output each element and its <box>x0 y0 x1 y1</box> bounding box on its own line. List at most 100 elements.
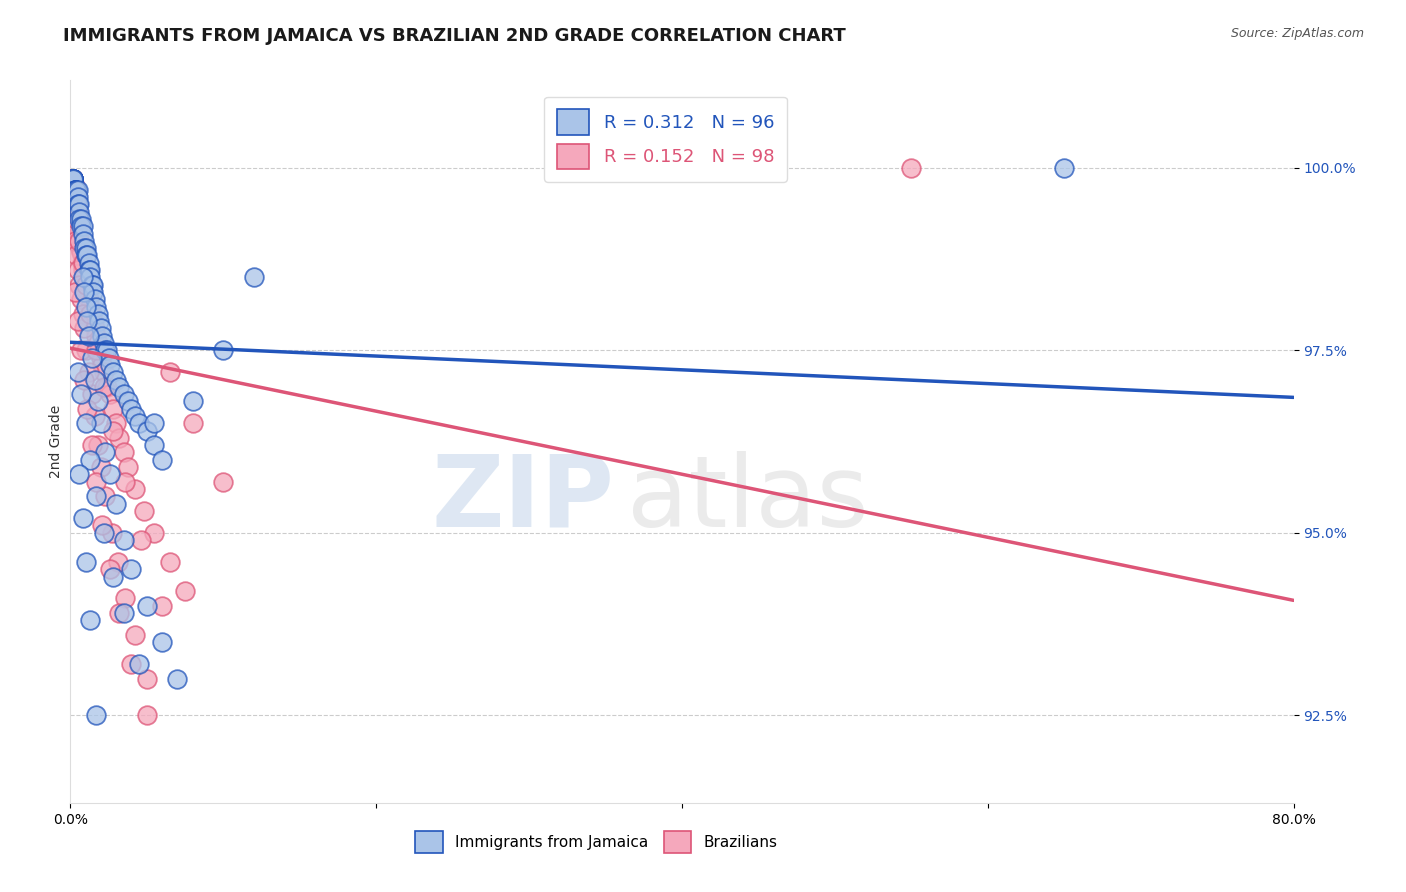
Point <box>124 409 146 423</box>
Point <box>65 204 87 219</box>
Point <box>76 248 98 262</box>
Point <box>105 497 128 511</box>
Point <box>83 372 105 386</box>
Point <box>66 219 89 234</box>
Point <box>73 321 96 335</box>
Point <box>76 285 98 299</box>
Point <box>63 183 86 197</box>
Point <box>79 263 101 277</box>
Point <box>65 248 87 262</box>
Point <box>101 569 124 583</box>
Point <box>72 307 94 321</box>
Point <box>63 179 86 194</box>
Point <box>73 372 96 386</box>
Point <box>108 380 131 394</box>
Point <box>62 171 84 186</box>
Point <box>77 256 100 270</box>
Point <box>101 424 124 438</box>
Point <box>66 197 89 211</box>
Point <box>84 328 107 343</box>
Point <box>108 606 131 620</box>
Point <box>69 197 91 211</box>
Point <box>121 401 143 416</box>
Point <box>117 460 139 475</box>
Point <box>62 219 84 234</box>
Point <box>66 190 89 204</box>
Point <box>72 227 94 241</box>
Point <box>82 277 104 292</box>
Point <box>212 475 235 489</box>
Point <box>65 183 87 197</box>
Point <box>91 518 114 533</box>
Point <box>112 533 135 547</box>
Point <box>90 321 112 335</box>
Point <box>97 351 120 365</box>
Point <box>70 343 93 358</box>
Point <box>66 365 89 379</box>
Point <box>65 211 87 226</box>
Point <box>94 343 117 358</box>
Point <box>91 358 114 372</box>
Point <box>75 300 97 314</box>
Point <box>69 277 91 292</box>
Point <box>90 417 112 431</box>
Point <box>73 234 96 248</box>
Point <box>101 401 124 416</box>
Point <box>66 183 89 197</box>
Point <box>80 351 103 365</box>
Point <box>135 708 157 723</box>
Point <box>1053 161 1076 175</box>
Point <box>65 197 87 211</box>
Point <box>75 343 97 358</box>
Point <box>70 256 93 270</box>
Point <box>75 241 97 255</box>
Point <box>87 394 110 409</box>
Point <box>62 179 84 194</box>
Point <box>105 417 128 431</box>
Point <box>112 606 135 620</box>
Point <box>87 438 110 452</box>
Point <box>135 672 157 686</box>
Point <box>124 482 146 496</box>
Point <box>75 277 97 292</box>
Point <box>62 171 84 186</box>
Point <box>70 211 93 226</box>
Point <box>66 204 89 219</box>
Point <box>65 183 87 197</box>
Point <box>89 343 111 358</box>
Point <box>77 365 100 379</box>
Point <box>60 171 83 186</box>
Point <box>93 365 115 379</box>
Point <box>70 292 93 306</box>
Point <box>128 657 150 672</box>
Point <box>69 211 91 226</box>
Point <box>79 452 101 467</box>
Point <box>62 171 84 186</box>
Point <box>112 445 135 459</box>
Point <box>63 285 86 299</box>
Point <box>77 263 100 277</box>
Point <box>62 171 84 186</box>
Point <box>94 445 117 459</box>
Point <box>181 394 204 409</box>
Point <box>62 171 84 186</box>
Y-axis label: 2nd Grade: 2nd Grade <box>49 405 63 478</box>
Text: IMMIGRANTS FROM JAMAICA VS BRAZILIAN 2ND GRADE CORRELATION CHART: IMMIGRANTS FROM JAMAICA VS BRAZILIAN 2ND… <box>63 27 846 45</box>
Point <box>69 204 91 219</box>
Point <box>79 270 101 285</box>
Point <box>69 467 91 482</box>
Point <box>84 300 107 314</box>
Point <box>72 270 94 285</box>
Point <box>70 219 93 234</box>
Point <box>73 270 96 285</box>
Point <box>143 525 166 540</box>
Point <box>96 380 118 394</box>
Point <box>132 504 155 518</box>
Point <box>70 387 93 401</box>
Point <box>72 263 94 277</box>
Point <box>121 562 143 576</box>
Point <box>124 628 146 642</box>
Point <box>900 161 922 175</box>
Point <box>62 171 84 186</box>
Point <box>60 171 83 186</box>
